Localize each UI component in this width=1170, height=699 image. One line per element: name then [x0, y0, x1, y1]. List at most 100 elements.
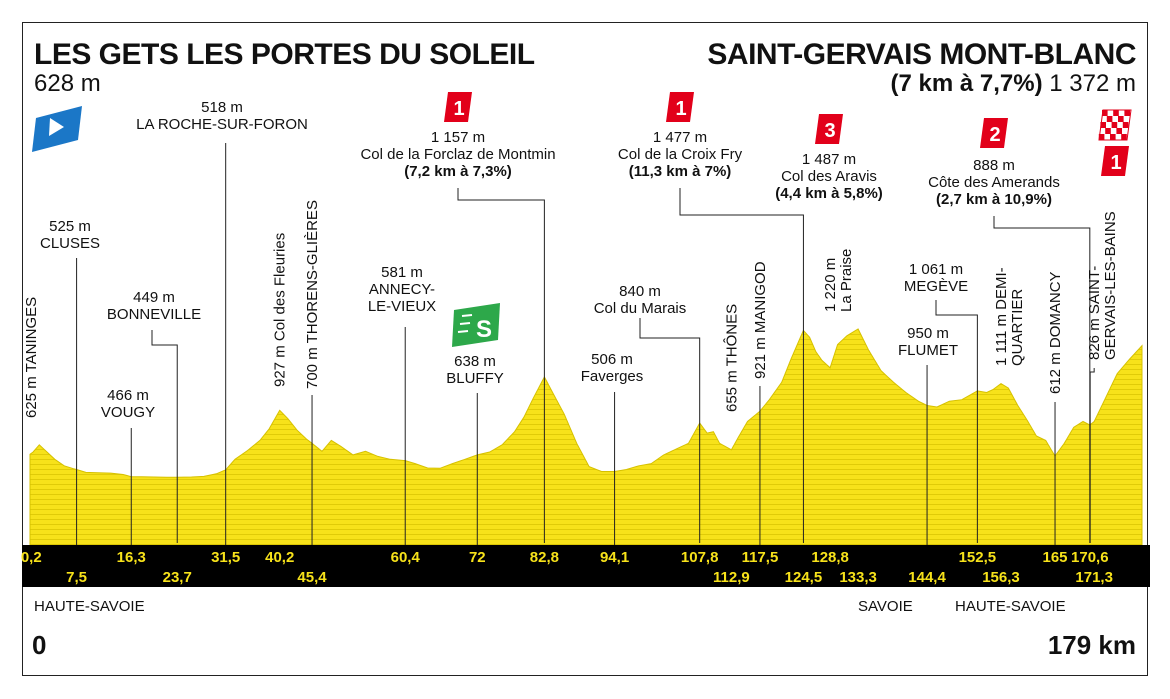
- climb-category-badge: [666, 92, 694, 122]
- km-marker: 7,5: [66, 569, 87, 586]
- finish-climb: (7 km à 7,7%): [890, 70, 1043, 97]
- km-marker: 133,3: [839, 569, 877, 586]
- location-name: Col de la Forclaz de Montmin: [360, 146, 555, 163]
- location-label: QUARTIER: [1009, 289, 1026, 366]
- location-name: CLUSES: [40, 235, 100, 252]
- location-leader: [639, 318, 701, 543]
- location-altitude: 638 m: [454, 353, 496, 370]
- location-name: Col du Marais: [594, 300, 687, 317]
- location-leader: [679, 188, 804, 543]
- location-altitude: 506 m: [591, 351, 633, 368]
- vertical-location-label: 700 m THORENS-GLIÈRES: [304, 200, 321, 389]
- km-marker: 23,7: [163, 569, 192, 586]
- sprint-icon: [452, 303, 500, 347]
- sprint-icon-stripe: [457, 330, 469, 333]
- climb-category-badge-number: 1: [1110, 152, 1121, 174]
- location-name: BLUFFY: [446, 370, 504, 387]
- climb-category-badge-number: 1: [453, 98, 464, 120]
- finish-flag-square: [1102, 110, 1108, 116]
- vertical-location-label: 921 m MANIGOD: [752, 261, 769, 379]
- km-marker: 60,4: [391, 549, 421, 566]
- location-name: ANNECY-: [369, 281, 435, 298]
- location-name: LA ROCHE-SUR-FORON: [136, 116, 308, 133]
- km-marker: 72: [469, 549, 486, 566]
- km-marker: 165: [1043, 549, 1068, 566]
- sprint-icon-stripe: [461, 314, 473, 317]
- location-altitude: 950 m: [907, 325, 949, 342]
- finish-flag-square: [1121, 134, 1127, 140]
- vertical-location-label: 1 220 m La Praise: [822, 249, 855, 312]
- location-altitude: 840 m: [619, 283, 661, 300]
- location-label: 927 m Col des Fleuries: [272, 233, 289, 387]
- location-altitude: 449 m: [133, 289, 175, 306]
- distance-start: 0: [32, 630, 47, 660]
- km-marker: 82,8: [530, 549, 559, 566]
- region-label: HAUTE-SAVOIE: [955, 598, 1066, 615]
- location-name: Col de la Croix Fry: [618, 146, 743, 163]
- start-flag-arrow: [49, 118, 64, 136]
- finish-flag-square: [1113, 110, 1119, 116]
- finish-flag-square: [1111, 122, 1118, 128]
- km-marker: 124,5: [785, 569, 823, 586]
- km-marker: 156,3: [982, 569, 1020, 586]
- finish-flag-square: [1100, 122, 1106, 128]
- vertical-location-label: 826 m SAINT- GERVAIS-LES-BAINS: [1086, 211, 1119, 360]
- km-marker: 152,5: [959, 549, 997, 566]
- distance-end: 179 km: [1047, 630, 1136, 660]
- location-name: VOUGY: [101, 404, 155, 421]
- location-label: 1 220 m: [822, 258, 839, 312]
- location-label: La Praise: [838, 249, 855, 312]
- location-name: BONNEVILLE: [107, 306, 201, 323]
- km-marker: 107,8: [681, 549, 719, 566]
- location-altitude: 525 m: [49, 218, 91, 235]
- climb-category-badge: [1101, 146, 1129, 176]
- vertical-location-label: 927 m Col des Fleuries: [272, 233, 289, 387]
- location-altitude: 1 061 m: [909, 261, 963, 278]
- location-leader: [151, 330, 178, 543]
- location-altitude: 1 477 m: [653, 129, 707, 146]
- location-name: FLUMET: [898, 342, 958, 359]
- km-marker: 40,2: [265, 549, 294, 566]
- km-marker: 94,1: [600, 549, 629, 566]
- region-label: HAUTE-SAVOIE: [34, 598, 145, 615]
- finish-info: (7 km à 7,7%) 1 372 m: [891, 70, 1136, 98]
- location-leader: [457, 188, 545, 543]
- location-label: 921 m MANIGOD: [752, 261, 769, 379]
- climb-stats: (11,3 km à 7%): [629, 163, 732, 180]
- location-name: Côte des Amerands: [928, 174, 1060, 191]
- climb-category-badge: [444, 92, 472, 122]
- finish-altitude: 1 372 m: [1049, 70, 1136, 97]
- location-leader: [935, 300, 978, 543]
- start-altitude: 628 m: [34, 70, 101, 97]
- location-label: 612 m DOMANCY: [1047, 271, 1064, 394]
- km-marker: 144,4: [908, 569, 946, 586]
- location-label: 1 111 m DEMI-: [993, 267, 1010, 366]
- location-altitude: 466 m: [107, 387, 149, 404]
- location-altitude: 888 m: [973, 157, 1015, 174]
- vertical-location-label: 612 m DOMANCY: [1047, 271, 1064, 394]
- km-marker: 128,8: [811, 549, 849, 566]
- climb-category-badge: [815, 114, 843, 144]
- location-label: 700 m THORENS-GLIÈRES: [304, 200, 321, 389]
- sprint-icon-stripe: [459, 322, 471, 325]
- location-name: Col des Aravis: [781, 168, 877, 185]
- start-town: LES GETS LES PORTES DU SOLEIL: [34, 38, 535, 71]
- km-marker: 45,4: [297, 569, 327, 586]
- finish-flag-square: [1110, 134, 1116, 140]
- finish-flag-square: [1124, 110, 1130, 116]
- location-altitude: 581 m: [381, 264, 423, 281]
- climb-stats: (7,2 km à 7,3%): [404, 163, 512, 180]
- vertical-location-label: 655 m THÔNES: [723, 304, 740, 412]
- location-altitude: 518 m: [201, 99, 243, 116]
- location-altitude: 1 487 m: [802, 151, 856, 168]
- finish-flag-square: [1116, 128, 1122, 134]
- finish-town: SAINT-GERVAIS MONT-BLANC: [707, 38, 1136, 71]
- km-marker: 112,9: [713, 569, 750, 586]
- elevation-profile: [29, 328, 1143, 546]
- km-marker: 16,3: [117, 549, 146, 566]
- finish-flag-square: [1098, 134, 1105, 140]
- climb-category-badge: [980, 118, 1008, 148]
- location-label: 655 m THÔNES: [723, 304, 740, 412]
- km-marker: 117,5: [742, 549, 779, 566]
- region-label: SAVOIE: [858, 598, 913, 615]
